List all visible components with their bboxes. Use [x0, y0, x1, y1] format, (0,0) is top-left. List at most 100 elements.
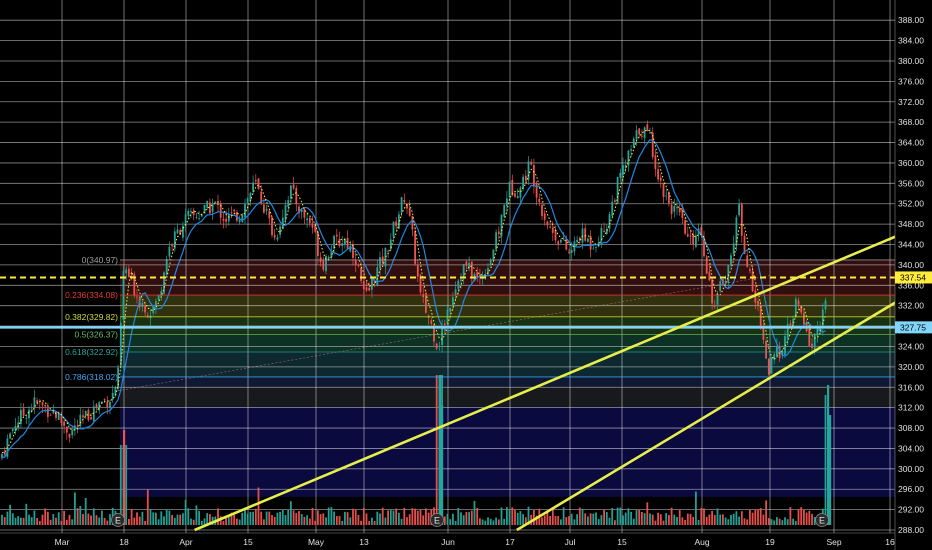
candle-body — [25, 418, 28, 419]
candle-body — [219, 203, 222, 218]
candle-body — [14, 426, 17, 432]
y-tick-label: 352.00 — [898, 199, 924, 209]
candle-body — [357, 265, 360, 267]
candle-body — [273, 234, 276, 238]
candle-body — [460, 279, 462, 281]
candle-body — [813, 333, 816, 350]
volume-bar — [627, 508, 630, 525]
candle-body — [576, 239, 578, 243]
candle-body — [322, 260, 325, 270]
candle-body — [411, 216, 414, 230]
volume-bar — [306, 515, 308, 525]
volume-bar — [319, 514, 322, 525]
candle-body — [703, 237, 705, 257]
volume-bar — [700, 507, 703, 525]
candle-body — [165, 259, 168, 275]
volume-bar — [668, 515, 670, 525]
volume-bar — [268, 511, 271, 525]
candle-body — [535, 183, 538, 198]
candle-body — [681, 209, 684, 219]
volume-bar — [47, 511, 49, 525]
volume-bar — [341, 520, 344, 525]
volume-bar — [273, 516, 276, 525]
candle-body — [565, 239, 568, 250]
candle-body — [816, 328, 819, 336]
volume-bar — [136, 512, 138, 525]
candle-body — [603, 230, 605, 233]
candle-body — [17, 422, 20, 429]
volume-bar — [63, 510, 65, 525]
volume-bar — [484, 520, 487, 525]
candle-body — [33, 397, 36, 407]
volume-bar — [622, 515, 624, 525]
candle-body — [60, 415, 63, 424]
candle-body — [651, 132, 654, 158]
candle-body — [749, 269, 751, 271]
candle-body — [468, 262, 470, 269]
y-tick-label: 332.00 — [898, 301, 924, 311]
candle-body — [171, 245, 173, 247]
candle-body — [449, 307, 452, 312]
y-tick-label: 340.00 — [898, 260, 924, 270]
volume-bar — [171, 514, 173, 525]
volume-bar — [611, 508, 614, 525]
candle-body — [392, 221, 395, 237]
volume-bar — [573, 519, 576, 525]
volume-bar — [168, 510, 171, 525]
candle-body — [203, 204, 206, 214]
candle-body — [244, 203, 246, 218]
candle-body — [398, 214, 400, 229]
volume-bar — [811, 513, 813, 525]
y-tick-label: 384.00 — [898, 36, 924, 46]
candle-body — [384, 247, 387, 267]
candle-body — [695, 235, 697, 247]
candle-body — [589, 236, 592, 250]
candle-body — [303, 209, 306, 218]
candle-body — [495, 232, 497, 250]
time-axis-panel[interactable] — [0, 533, 895, 550]
fib-level-label: 0.236(334.08) — [65, 290, 118, 300]
candle-body — [184, 214, 187, 227]
candle-body — [195, 217, 198, 218]
volume-bar — [516, 512, 519, 525]
volume-bar — [597, 519, 600, 525]
volume-bar — [630, 511, 632, 525]
volume-bar — [533, 509, 535, 525]
candle-body — [90, 417, 92, 420]
x-tick-label: Aug — [694, 537, 709, 547]
volume-bar — [581, 508, 584, 525]
volume-bar — [192, 519, 195, 525]
candle-body — [462, 263, 465, 278]
candle-body — [659, 177, 662, 181]
volume-bar — [276, 512, 279, 525]
volume-bar — [209, 514, 211, 525]
candle-body — [333, 235, 335, 249]
volume-bar — [82, 513, 84, 525]
candle-body — [387, 250, 389, 252]
candle-body — [643, 127, 646, 139]
candle-body — [335, 234, 338, 237]
candle-body — [327, 257, 330, 259]
candle-body — [516, 196, 519, 199]
volume-bar — [646, 502, 649, 525]
x-tick-label: 19 — [765, 537, 775, 547]
candle-body — [767, 358, 770, 375]
time-axis[interactable]: Mar 18 Apr 15 May 13 Jun 17 Jul 15 Aug 19 Sep 16 — [55, 537, 895, 547]
volume-bar — [128, 519, 130, 525]
y-tick-label: 376.00 — [898, 76, 924, 86]
volume-bar — [68, 514, 71, 525]
volume-bar — [665, 513, 668, 525]
volume-bar — [22, 517, 25, 525]
volume-bar — [730, 514, 732, 525]
volume-bar — [217, 508, 219, 525]
volume-bar — [495, 517, 497, 525]
candle-body — [157, 294, 160, 300]
volume-bar — [314, 520, 317, 525]
candle-body — [230, 212, 233, 214]
candle-body — [479, 274, 481, 277]
candle-body — [65, 426, 68, 433]
volume-bar — [651, 514, 654, 525]
volume-bar — [98, 517, 101, 525]
